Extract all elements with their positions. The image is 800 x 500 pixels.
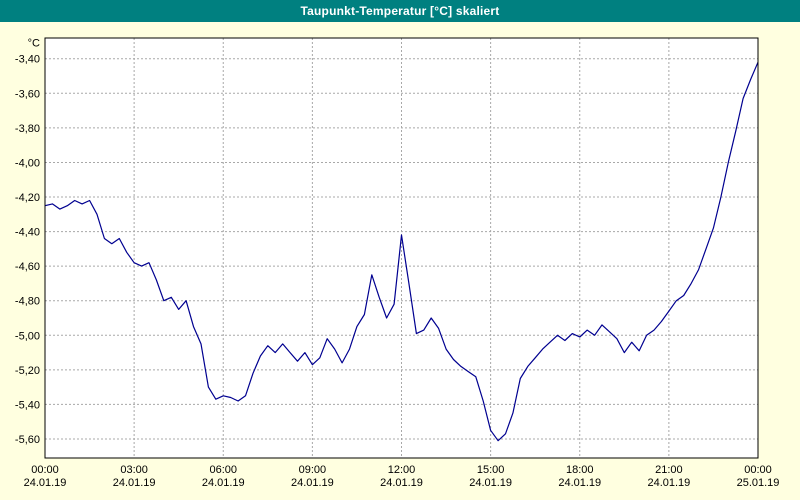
x-tick-date-label: 24.01.19 [558,477,601,489]
y-tick-label: -4,60 [15,261,40,273]
x-tick-time-label: 03:00 [120,464,148,476]
y-axis-unit: °C [28,38,40,50]
chart-window: Taupunkt-Temperatur [°C] skaliert °C -3,4… [0,0,800,500]
x-tick-date-label: 24.01.19 [380,477,423,489]
y-tick-label: -5,40 [15,399,40,411]
x-tick-date-label: 24.01.19 [469,477,512,489]
y-tick-label: -5,60 [15,434,40,446]
y-tick-label: -3,60 [15,88,40,100]
y-tick-label: -4,80 [15,296,40,308]
y-tick-label: -4,00 [15,157,40,169]
y-tick-label: -5,00 [15,330,40,342]
dewpoint-line-chart: °C -3,40 -3,60 -3,80 -4,00 -4,20 -4,40 -4,60 -4,… [0,22,800,500]
y-tick-label: -3,40 [15,54,40,66]
y-tick-label: -5,20 [15,365,40,377]
x-tick-time-label: 00:00 [744,464,772,476]
x-tick-time-label: 06:00 [209,464,237,476]
x-tick-date-label: 24.01.19 [24,477,67,489]
x-tick-date-label: 24.01.19 [202,477,245,489]
x-tick-date-label: 24.01.19 [291,477,334,489]
chart-area: °C -3,40 -3,60 -3,80 -4,00 -4,20 -4,40 -4,60 -4,… [0,22,800,500]
x-tick-time-label: 15:00 [477,464,505,476]
x-tick-time-label: 21:00 [655,464,683,476]
x-tick-time-label: 18:00 [566,464,594,476]
y-tick-label: -4,40 [15,227,40,239]
x-tick-date-label: 24.01.19 [113,477,156,489]
window-title-bar: Taupunkt-Temperatur [°C] skaliert [0,0,800,22]
x-tick-date-label: 25.01.19 [737,477,780,489]
y-tick-label: -3,80 [15,123,40,135]
x-tick-time-label: 12:00 [388,464,416,476]
window-title: Taupunkt-Temperatur [°C] skaliert [301,4,500,18]
x-tick-time-label: 00:00 [31,464,59,476]
x-tick-time-label: 09:00 [299,464,327,476]
y-tick-label: -4,20 [15,192,40,204]
x-tick-date-label: 24.01.19 [647,477,690,489]
